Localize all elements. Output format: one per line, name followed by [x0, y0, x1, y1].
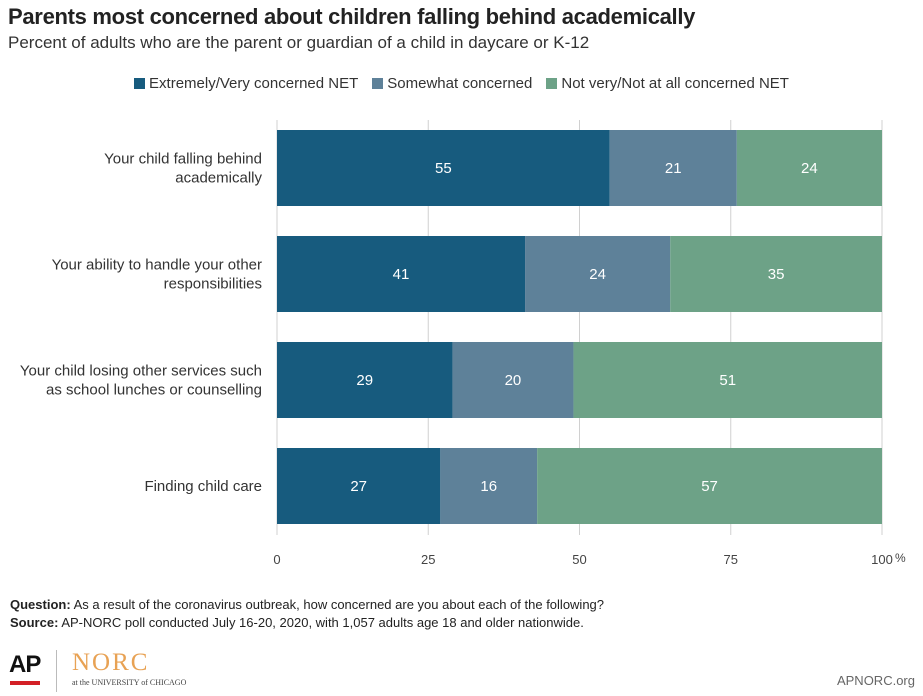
bar-segment: [609, 130, 737, 206]
data-label: 16: [480, 478, 497, 495]
data-label: 41: [393, 266, 410, 283]
data-label: 27: [350, 478, 367, 495]
chart-footer: Question: As a result of the coronavirus…: [10, 596, 604, 632]
category-label-line: Your child losing other services such: [20, 363, 262, 380]
data-label: 35: [768, 266, 785, 283]
x-tick-label: 100: [871, 552, 893, 567]
bar-segment: [525, 236, 671, 312]
chart-subtitle: Percent of adults who are the parent or …: [8, 33, 590, 52]
chart-title: Parents most concerned about children fa…: [8, 4, 696, 29]
data-label: 24: [589, 266, 606, 283]
site-link[interactable]: APNORC.org: [836, 673, 915, 688]
norc-wordmark: NORC: [72, 649, 150, 676]
bar-segment: [277, 236, 526, 312]
legend-label: Not very/Not at all concerned NET: [561, 75, 789, 92]
x-tick-label: 50: [572, 552, 586, 567]
legend-item: Not very/Not at all concerned NET: [546, 75, 789, 92]
legend-swatch: [372, 78, 384, 89]
bar-segment: [277, 342, 453, 418]
category-label: Your ability to handle your other respons…: [52, 257, 262, 293]
legend: Extremely/Very concerned NET Somewhat co…: [0, 75, 923, 92]
legend-item: Extremely/Very concerned NET: [134, 75, 358, 92]
source-note: Source: AP-NORC poll conducted July 16-2…: [10, 614, 604, 632]
ap-logo: AP: [9, 651, 41, 678]
category-label: Finding child care: [144, 478, 262, 495]
bar-segment: [440, 448, 538, 524]
legend-swatch: [134, 78, 146, 89]
category-label-line: academically: [175, 170, 262, 187]
legend-label: Somewhat concerned: [387, 75, 533, 92]
category-label-line: responsibilities: [164, 276, 262, 293]
category-label: Your child losing other services such as …: [20, 363, 262, 399]
category-label-line: Finding child care: [144, 478, 262, 495]
source-text: AP-NORC poll conducted July 16-20, 2020,…: [61, 615, 584, 630]
stacked-bar-chart: 0 25 50 75 100 % 55 21 24 Your child falling behi…: [20, 120, 906, 567]
legend-swatch: [546, 78, 558, 89]
bar-segment: [670, 236, 882, 312]
question-text: As a result of the coronavirus outbreak,…: [73, 597, 605, 612]
data-label: 24: [801, 160, 818, 177]
source-label: Source:: [10, 615, 59, 630]
question-note: Question: As a result of the coronavirus…: [10, 596, 604, 614]
data-label: 29: [356, 372, 373, 389]
ap-logo-bar: [10, 681, 40, 685]
category-label-line: Your child falling behind: [104, 151, 262, 168]
x-tick-label: 0: [273, 552, 280, 567]
bar-segment: [736, 130, 882, 206]
logo-divider: [56, 650, 57, 692]
data-label: 21: [665, 160, 682, 177]
category-label-line: Your ability to handle your other: [52, 257, 262, 274]
data-label: 55: [435, 160, 452, 177]
category-label: Your child falling behind academically: [104, 151, 262, 187]
norc-logo: NORC at the UNIVERSITY of CHICAGO: [72, 649, 187, 688]
bar-segment: [537, 448, 882, 524]
x-unit-label: %: [895, 551, 906, 565]
bar-segment: [452, 342, 574, 418]
x-tick-label: 75: [724, 552, 738, 567]
category-label-line: as school lunches or counselling: [46, 382, 262, 399]
bar-segment: [573, 342, 882, 418]
x-tick-label: 25: [421, 552, 435, 567]
data-label: 51: [719, 372, 736, 389]
legend-label: Extremely/Very concerned NET: [149, 75, 359, 92]
data-label: 20: [505, 372, 522, 389]
norc-subtitle: at the UNIVERSITY of CHICAGO: [72, 678, 187, 687]
data-label: 57: [701, 478, 718, 495]
bar-segment: [277, 448, 441, 524]
legend-item: Somewhat concerned: [372, 75, 532, 92]
bar-segment: [277, 130, 610, 206]
question-label: Question:: [10, 597, 71, 612]
